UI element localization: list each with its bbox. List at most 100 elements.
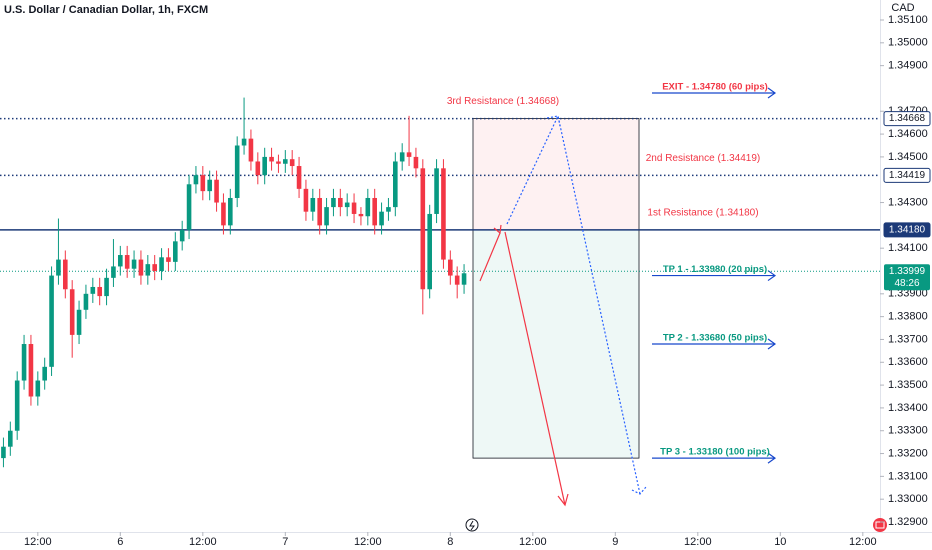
y-tick-label: 1.35100 <box>888 14 928 26</box>
candle-body <box>138 259 144 276</box>
candle-body <box>269 156 274 162</box>
candle-body <box>90 286 96 294</box>
candle-body <box>145 264 151 276</box>
candle-body <box>448 259 453 276</box>
candle-body <box>49 275 54 367</box>
target-label: EXIT - 1.34780 (60 pips) <box>662 82 768 93</box>
level-axis-label: 1.34668 <box>889 113 926 124</box>
candle-body <box>234 145 240 198</box>
currency-label: CAD <box>891 2 914 14</box>
y-tick-label: 1.33900 <box>888 288 928 300</box>
flag-icon[interactable] <box>873 518 887 532</box>
countdown-label: 48:26 <box>894 278 919 289</box>
current-price-label: 1.33999 <box>889 266 926 277</box>
candle-body <box>159 257 164 271</box>
x-tick-label: 10 <box>774 536 786 548</box>
candle-body <box>248 138 254 162</box>
y-tick-label: 1.34500 <box>888 151 928 163</box>
x-tick-label: 7 <box>282 536 288 548</box>
level-axis-label: 1.34419 <box>889 170 926 181</box>
projection-arrow <box>504 231 566 506</box>
y-tick-label: 1.34300 <box>888 196 928 208</box>
candle-body <box>42 366 47 381</box>
candle-body <box>221 202 226 226</box>
candle-body <box>63 259 68 290</box>
candle-body <box>413 156 419 169</box>
candle-body <box>228 197 233 226</box>
event-icon[interactable] <box>465 518 479 532</box>
y-tick-label: 1.34100 <box>888 242 928 254</box>
candle-body <box>310 197 316 212</box>
y-tick-label: 1.32900 <box>888 516 928 528</box>
x-tick-label: 8 <box>447 536 453 548</box>
chart-title: U.S. Dollar / Canadian Dollar, 1h, FXCM <box>4 4 208 16</box>
candle-body <box>255 161 261 176</box>
y-tick-label: 1.33400 <box>888 402 928 414</box>
stop-zone <box>472 118 640 231</box>
x-tick-label: 12:00 <box>849 536 877 548</box>
y-tick-label: 1.33000 <box>888 493 928 505</box>
x-tick-label: 9 <box>612 536 618 548</box>
candle-body <box>386 207 391 212</box>
y-tick-label: 1.33800 <box>888 311 928 323</box>
candle-body <box>283 159 288 164</box>
level-label: 2nd Resistance (1.34419) <box>646 153 761 164</box>
level-label: 3rd Resistance (1.34668) <box>447 96 559 107</box>
candle-body <box>179 229 185 242</box>
target-label: TP 1 - 1.33980 (20 pips) <box>663 264 767 275</box>
arrow-head <box>546 115 561 127</box>
candle-body <box>118 255 123 267</box>
candle-body <box>200 175 206 192</box>
y-tick-label: 1.33700 <box>888 333 928 345</box>
candle-body <box>276 161 281 164</box>
level-axis-box <box>883 222 931 238</box>
target-arrowhead <box>767 452 777 464</box>
candle-body <box>97 286 102 297</box>
candle-body <box>441 168 446 260</box>
candles <box>1 97 467 468</box>
y-tick-label: 1.33500 <box>888 379 928 391</box>
x-tick-label: 12:00 <box>519 536 547 548</box>
candle-body <box>21 344 27 381</box>
event-icon-bolt <box>469 520 475 531</box>
candle-body <box>56 259 61 276</box>
overlays <box>465 114 887 532</box>
arrow-head <box>557 493 569 507</box>
target-arrowhead <box>767 338 777 350</box>
candle-body <box>173 241 178 262</box>
candle-body <box>296 166 302 189</box>
target-arrowhead <box>767 87 777 99</box>
candle-body <box>393 161 398 208</box>
candle-body <box>365 197 371 217</box>
target-label: TP 2 - 1.33680 (50 pips) <box>663 333 767 344</box>
candle-body <box>331 197 336 208</box>
arrow-head <box>493 224 502 235</box>
candle-body <box>289 159 295 167</box>
y-tick-label: 1.33300 <box>888 425 928 437</box>
target-zone <box>472 229 640 459</box>
candle-body <box>207 179 212 192</box>
candle-body <box>427 213 432 290</box>
candle-body <box>1 446 6 459</box>
candle-body <box>303 188 309 212</box>
candle-body <box>324 207 329 226</box>
y-tick-label: 1.35000 <box>888 37 928 49</box>
target-arrowhead <box>767 270 777 282</box>
target-label: TP 3 - 1.33180 (100 pips) <box>660 447 770 458</box>
y-tick-label: 1.33200 <box>888 447 928 459</box>
candle-body <box>454 275 460 285</box>
candle-body <box>76 309 82 335</box>
candle-body <box>434 168 439 214</box>
projection-arrow <box>479 232 501 282</box>
candle-body <box>338 197 343 208</box>
candle-body <box>420 168 426 290</box>
y-tick-label: 1.33100 <box>888 470 928 482</box>
candle-body <box>406 152 412 157</box>
candle-body <box>69 289 75 335</box>
candle-body <box>35 380 41 397</box>
level-label: 1st Resistance (1.34180) <box>647 208 758 219</box>
candle-body <box>166 257 171 262</box>
y-tick-label: 1.33600 <box>888 356 928 368</box>
candle-body <box>104 277 109 297</box>
